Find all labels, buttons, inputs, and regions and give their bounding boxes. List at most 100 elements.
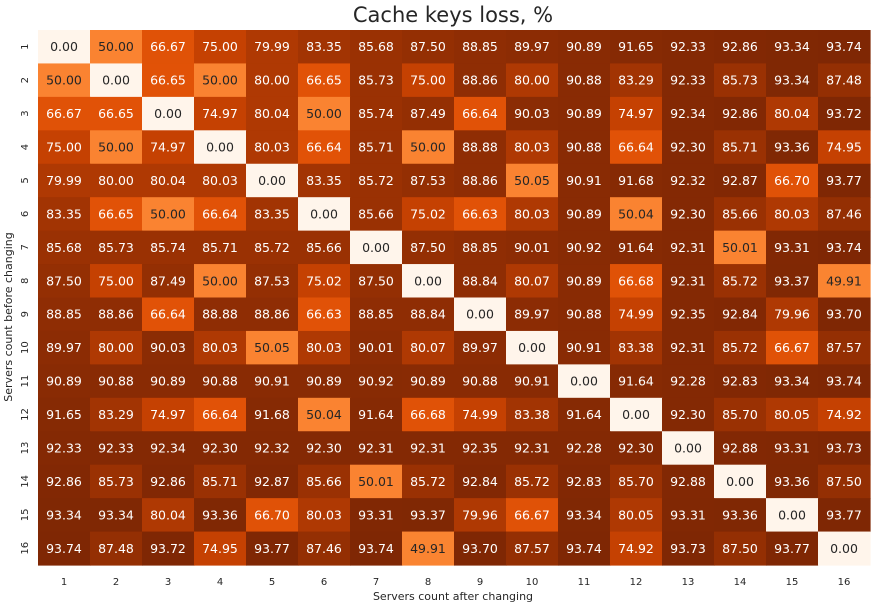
cell-value-label: 92.31	[670, 240, 706, 255]
heatmap-cell	[610, 364, 663, 399]
heatmap-cell	[90, 197, 143, 232]
cell-value-label: 66.63	[462, 206, 498, 221]
cell-value-label: 93.74	[566, 541, 602, 556]
cell-value-label: 90.91	[514, 374, 550, 389]
cell-value-label: 92.30	[670, 140, 706, 155]
cell-value-label: 87.46	[306, 541, 342, 556]
heatmap-cell	[662, 431, 715, 466]
heatmap-cell	[38, 197, 91, 232]
cell-value-label: 50.04	[306, 407, 342, 422]
heatmap-cell	[558, 63, 611, 98]
heatmap-cell	[506, 130, 559, 165]
heatmap-cell	[558, 163, 611, 198]
cell-value-label: 0.00	[50, 39, 78, 54]
cell-value-label: 80.05	[774, 407, 810, 422]
heatmap-cell	[818, 264, 871, 299]
y-tick-label: 6	[20, 211, 31, 217]
heatmap-cell	[402, 364, 455, 399]
cell-value-label: 87.46	[826, 206, 862, 221]
cell-value-label: 88.88	[202, 307, 238, 322]
heatmap-cell	[766, 197, 819, 232]
cell-value-label: 83.35	[306, 39, 342, 54]
heatmap-cell	[662, 264, 715, 299]
cell-value-label: 93.37	[410, 507, 446, 522]
cell-value-label: 0.00	[154, 106, 182, 121]
heatmap-cell	[298, 297, 351, 332]
cell-value-label: 80.07	[514, 273, 550, 288]
heatmap-cell	[142, 63, 195, 98]
cell-value-label: 90.91	[566, 340, 602, 355]
heatmap-cell	[90, 63, 143, 98]
heatmap-cell	[90, 330, 143, 365]
heatmap-cell	[90, 163, 143, 198]
cell-value-label: 85.73	[98, 240, 134, 255]
heatmap-cell	[714, 163, 767, 198]
cell-value-label: 66.63	[306, 307, 342, 322]
heatmap-cell	[246, 197, 299, 232]
heatmap-cell	[90, 431, 143, 466]
heatmap-cell	[506, 197, 559, 232]
cell-value-label: 85.72	[358, 173, 394, 188]
heatmap-cell	[350, 96, 403, 131]
heatmap-cell	[610, 197, 663, 232]
cell-value-label: 83.29	[98, 407, 134, 422]
heatmap-cell	[714, 96, 767, 131]
cell-value-label: 93.72	[826, 106, 862, 121]
cell-value-label: 87.53	[410, 173, 446, 188]
heatmap-cell	[610, 96, 663, 131]
heatmap-cell	[610, 230, 663, 265]
cell-value-label: 93.34	[98, 507, 134, 522]
heatmap-cell	[454, 230, 507, 265]
heatmap-cell	[90, 498, 143, 533]
cell-value-label: 93.34	[774, 73, 810, 88]
cell-value-label: 93.77	[826, 507, 862, 522]
cell-value-label: 0.00	[466, 307, 494, 322]
heatmap-cell	[818, 30, 871, 65]
heatmap-cell	[350, 330, 403, 365]
heatmap-cell	[454, 297, 507, 332]
heatmap-cell	[766, 230, 819, 265]
cell-value-label: 87.48	[826, 73, 862, 88]
cell-value-label: 90.89	[566, 106, 602, 121]
cell-value-label: 80.03	[514, 206, 550, 221]
cell-value-label: 92.30	[670, 206, 706, 221]
heatmap-cell	[350, 464, 403, 499]
cell-value-label: 0.00	[362, 240, 390, 255]
heatmap-cell	[298, 230, 351, 265]
heatmap-cell	[246, 364, 299, 399]
heatmap-cell	[766, 30, 819, 65]
heatmap-cell	[194, 264, 247, 299]
cell-value-label: 91.68	[618, 173, 654, 188]
cell-value-label: 93.74	[358, 541, 394, 556]
cell-value-label: 0.00	[570, 374, 598, 389]
cell-value-label: 90.03	[514, 106, 550, 121]
cell-value-label: 91.65	[618, 39, 654, 54]
cell-value-label: 90.88	[98, 374, 134, 389]
cell-value-label: 90.89	[410, 374, 446, 389]
cell-value-label: 75.02	[306, 273, 342, 288]
cell-value-label: 93.74	[826, 374, 862, 389]
cell-value-label: 90.91	[254, 374, 290, 389]
cell-value-label: 74.97	[202, 106, 238, 121]
cell-value-label: 92.86	[150, 474, 186, 489]
cell-value-label: 79.96	[774, 307, 810, 322]
heatmap-cell	[194, 230, 247, 265]
y-tick-label: 3	[20, 110, 31, 116]
cell-value-label: 90.88	[462, 374, 498, 389]
heatmap-cell	[90, 96, 143, 131]
heatmap-cell	[558, 297, 611, 332]
cell-value-label: 93.70	[826, 307, 862, 322]
cell-value-label: 0.00	[830, 541, 858, 556]
cell-value-label: 85.72	[722, 273, 758, 288]
heatmap-cell	[246, 330, 299, 365]
heatmap-cell	[38, 364, 91, 399]
cell-value-label: 50.00	[98, 39, 134, 54]
heatmap-cell	[402, 397, 455, 432]
chart-title: Cache keys loss, %	[353, 3, 553, 27]
heatmap-cell	[142, 230, 195, 265]
heatmap-cell	[610, 397, 663, 432]
cell-value-label: 66.68	[410, 407, 446, 422]
cell-value-label: 89.97	[514, 39, 550, 54]
heatmap-cell	[246, 264, 299, 299]
